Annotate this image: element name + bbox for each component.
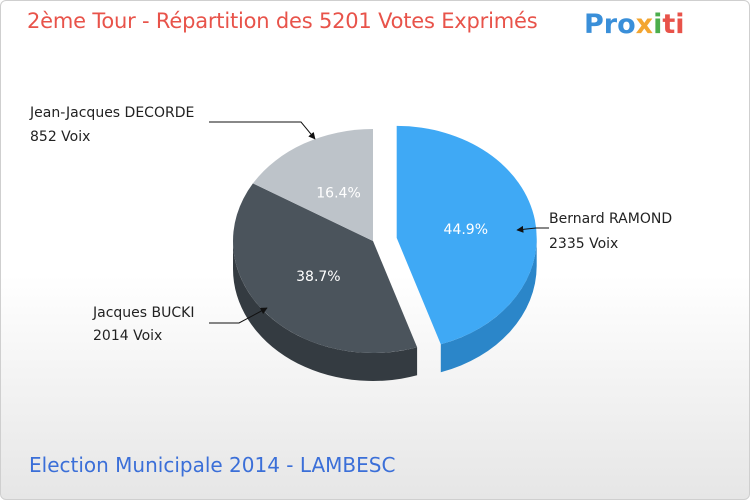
percent-label-decorde: 16.4% [316, 185, 360, 201]
slice-side-bucki [233, 241, 418, 382]
election-caption: Election Municipale 2014 - LAMBESC [29, 453, 396, 477]
chart-title: 2ème Tour - Répartition des 5201 Votes E… [27, 9, 538, 33]
slice-side-ramond [440, 237, 537, 373]
proxiti-logo: Proxiti [584, 9, 685, 40]
slice-ramond [396, 125, 537, 345]
label-bucki-votes: 2014 Voix [93, 328, 162, 344]
pie-tops [232, 125, 537, 354]
pie-sides [233, 237, 537, 382]
leader-line-ramond [516, 225, 549, 233]
pie-percent-labels: 44.9% 38.7% 16.4% [296, 185, 488, 285]
label-decorde-name: Jean-Jacques DECORDE [29, 105, 194, 121]
label-bucki-name: Jacques BUCKI [92, 305, 194, 321]
slice-bucki [232, 183, 418, 354]
percent-label-bucki: 38.7% [296, 269, 340, 285]
label-ramond-votes: 2335 Voix [549, 236, 618, 252]
label-ramond-name: Bernard RAMOND [549, 211, 672, 227]
slice-decorde [252, 129, 373, 241]
percent-label-ramond: 44.9% [444, 222, 488, 238]
label-decorde-votes: 852 Voix [30, 129, 90, 145]
leader-line-bucki [209, 307, 268, 324]
leader-line-decorde [209, 121, 316, 140]
